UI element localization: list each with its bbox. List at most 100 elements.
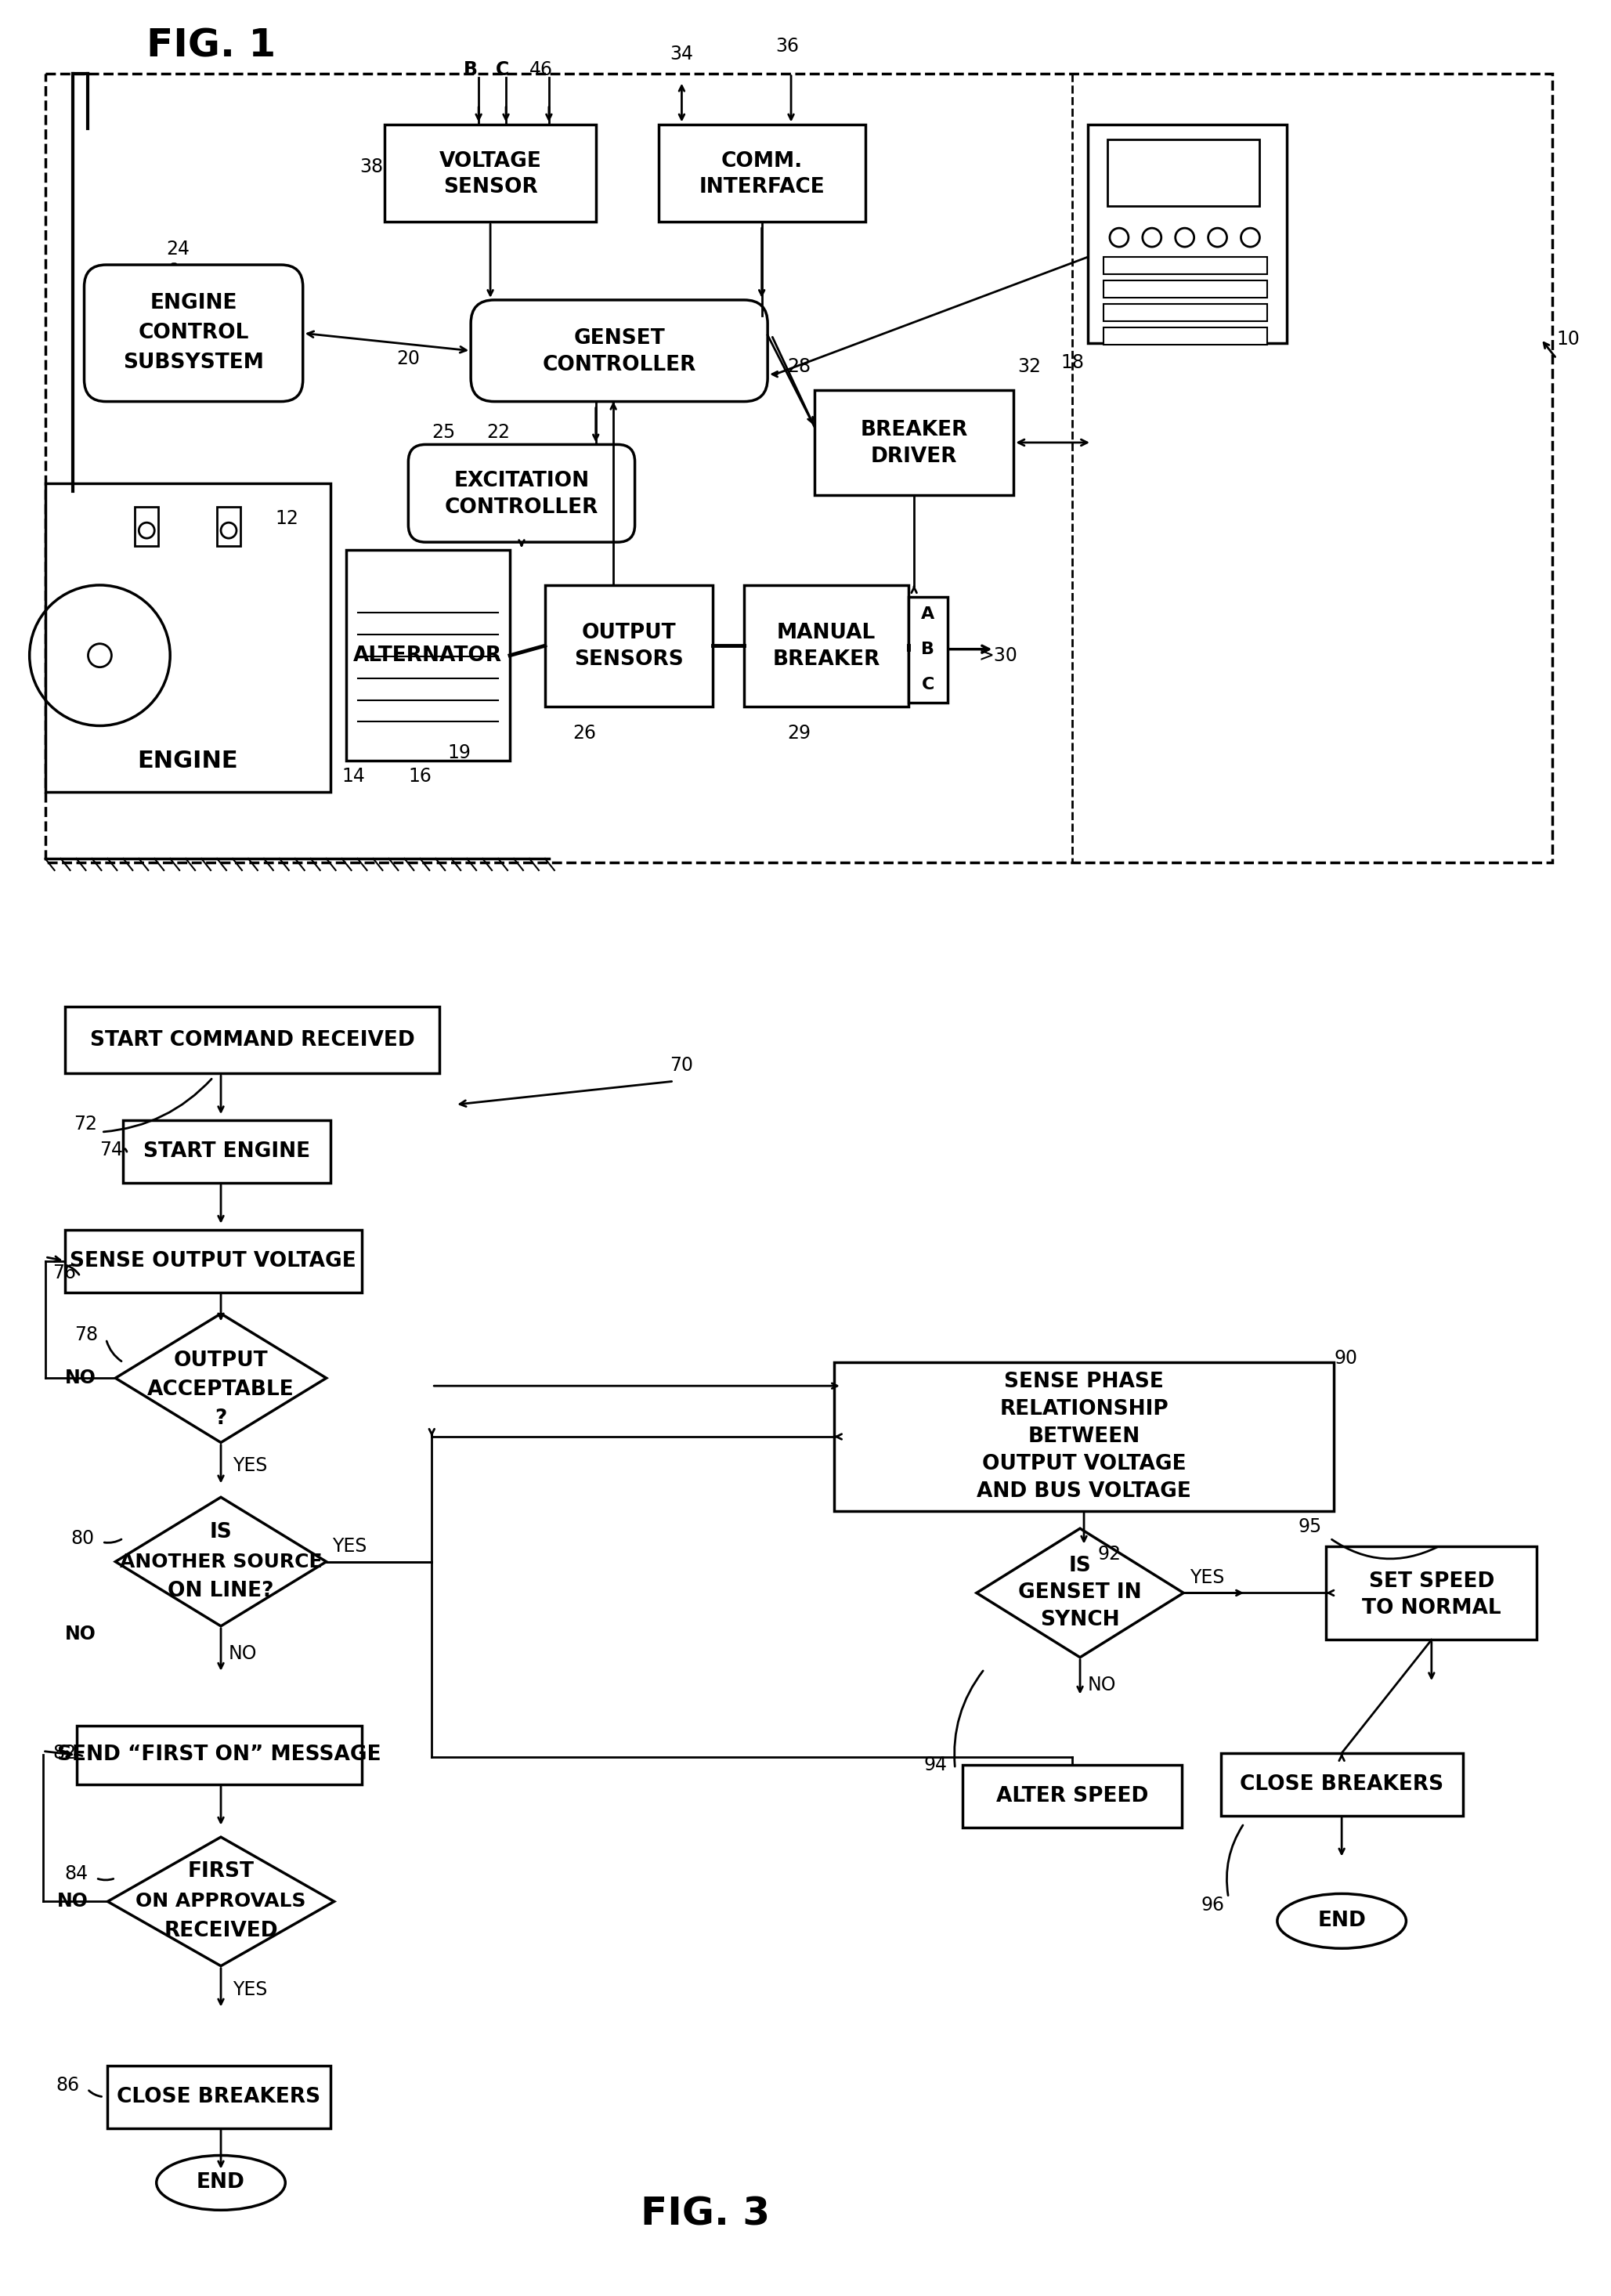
Text: OUTPUT: OUTPUT [582,622,677,643]
Bar [1107,140,1260,207]
Text: BREAKER: BREAKER [772,650,880,670]
Text: BREAKER: BREAKER [860,420,968,441]
Bar [64,1008,440,1075]
Text: ENGINE: ENGINE [150,294,237,315]
Text: 20: 20 [396,349,420,367]
Text: ALTERNATOR: ALTERNATOR [353,645,503,666]
Text: OUTPUT: OUTPUT [174,1350,267,1371]
Text: RECEIVED: RECEIVED [164,1922,279,1942]
Text: SUBSYSTEM: SUBSYSTEM [122,354,264,372]
Text: 86: 86 [56,2076,79,2094]
Text: NO: NO [229,1644,258,1662]
Text: 78: 78 [74,1325,98,1345]
Polygon shape [116,1313,327,1442]
Bar [122,1120,330,1182]
FancyBboxPatch shape [84,264,303,402]
Bar [1104,280,1268,298]
Bar [45,484,330,792]
Bar [815,390,1013,496]
Text: 19: 19 [448,744,470,762]
Text: SENSE OUTPUT VOLTAGE: SENSE OUTPUT VOLTAGE [69,1251,356,1272]
Polygon shape [116,1497,327,1626]
Text: 76: 76 [53,1263,76,1281]
Text: 94: 94 [923,1756,947,1775]
Text: SENSORS: SENSORS [574,650,683,670]
Text: B: B [464,60,478,78]
Text: ?: ? [214,1407,227,1428]
Polygon shape [976,1529,1184,1658]
Text: YES: YES [1189,1568,1224,1587]
Text: CLOSE BREAKERS: CLOSE BREAKERS [118,2087,321,2108]
Text: YES: YES [232,1979,267,2000]
Text: 38: 38 [359,158,383,177]
Text: 14: 14 [342,767,366,785]
Text: END: END [197,2172,245,2193]
Bar [346,551,509,760]
Text: 16: 16 [408,767,432,785]
Text: ACCEPTABLE: ACCEPTABLE [147,1380,295,1401]
Text: 24: 24 [166,239,190,259]
Ellipse shape [1278,1894,1406,1949]
Text: SEND “FIRST ON” MESSAGE: SEND “FIRST ON” MESSAGE [56,1745,380,1766]
Text: SENSOR: SENSOR [443,177,538,197]
Text: ON LINE?: ON LINE? [168,1582,274,1603]
Bar [545,585,714,707]
Text: ENGINE: ENGINE [137,748,238,771]
Text: GENSET IN: GENSET IN [1018,1582,1142,1603]
Bar [1221,1754,1463,1816]
Text: DRIVER: DRIVER [872,445,957,466]
Text: YES: YES [232,1456,267,1476]
Text: VOLTAGE: VOLTAGE [440,152,541,172]
Polygon shape [108,1837,333,1965]
Bar [659,124,865,223]
Text: YES: YES [332,1536,367,1554]
Text: 72: 72 [74,1116,98,1134]
Text: RELATIONSHIP: RELATIONSHIP [999,1398,1168,1419]
Bar [108,2066,330,2128]
Text: TO NORMAL: TO NORMAL [1361,1598,1501,1619]
Text: C: C [495,60,509,78]
Text: 92: 92 [1099,1545,1121,1564]
Text: 32: 32 [1018,356,1041,377]
Text: NO: NO [64,1368,97,1387]
Text: FIRST: FIRST [187,1862,255,1883]
Text: COMM.: COMM. [722,152,802,172]
Text: IS: IS [209,1522,232,1543]
Text: CONTROL: CONTROL [139,324,248,344]
Text: 84: 84 [64,1864,89,1883]
Text: >30: >30 [978,645,1018,666]
Bar [834,1362,1334,1511]
FancyBboxPatch shape [408,445,635,542]
Text: START ENGINE: START ENGINE [143,1141,311,1162]
Text: 96: 96 [1202,1896,1224,1915]
Ellipse shape [156,2156,285,2211]
Bar [1087,124,1287,342]
Text: ON APPROVALS: ON APPROVALS [135,1892,306,1910]
Text: B: B [921,641,934,657]
Text: 74: 74 [100,1141,122,1159]
Text: CONTROLLER: CONTROLLER [445,498,598,517]
Bar [76,1727,361,1784]
Text: 18: 18 [1060,354,1084,372]
Text: 26: 26 [572,723,596,744]
Text: END: END [1318,1910,1366,1931]
Text: 82: 82 [53,1743,76,1763]
Text: 46: 46 [530,60,553,78]
Bar [45,73,1553,863]
Text: 70: 70 [670,1056,693,1075]
Text: SET SPEED: SET SPEED [1369,1570,1495,1591]
Text: ALTER SPEED: ALTER SPEED [996,1786,1149,1807]
Text: FIG. 3: FIG. 3 [641,2195,770,2232]
Text: 25: 25 [432,422,456,443]
Text: IS: IS [1068,1554,1091,1575]
Text: 22: 22 [487,422,511,443]
Bar [64,1231,361,1293]
Bar [744,585,909,707]
Bar [909,597,947,703]
Text: MANUAL: MANUAL [777,622,876,643]
Bar [217,507,240,546]
Bar [385,124,596,223]
Bar [1104,257,1268,273]
Text: NO: NO [1087,1676,1116,1694]
Text: 34: 34 [670,44,693,64]
